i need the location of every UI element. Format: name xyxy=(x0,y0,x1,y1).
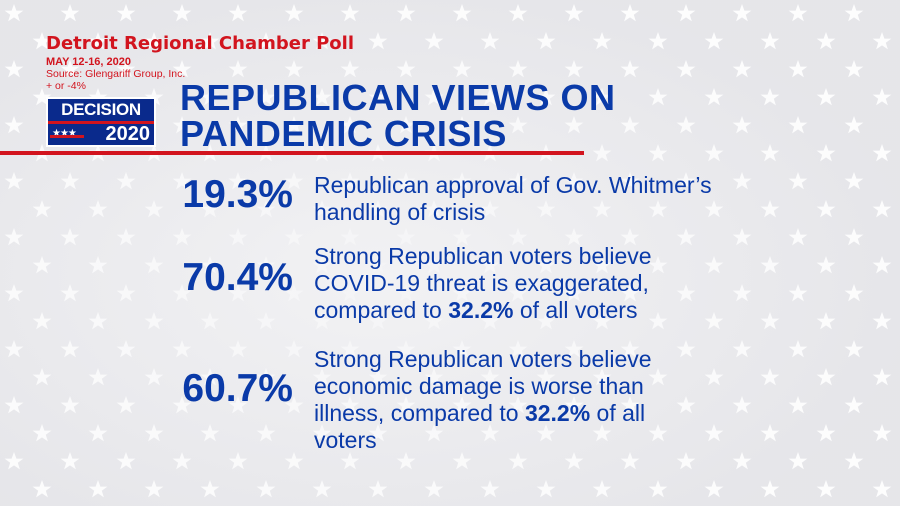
poll-source: Source: Glengariff Group, Inc. xyxy=(46,68,186,80)
stat-text-line: economic damage is worse than xyxy=(314,373,644,399)
stat-comparison-value: 32.2% xyxy=(524,400,591,426)
stat-description: Republican approval of Gov. Whitmer’s ha… xyxy=(314,172,814,226)
stat-text-segment: of all voters xyxy=(513,297,638,323)
stat-text-line: Strong Republican voters believe xyxy=(314,346,652,372)
logo-red-bar xyxy=(50,135,84,138)
stat-description: Strong Republican voters believe COVID-1… xyxy=(314,243,814,324)
logo-text-year: 2020 xyxy=(105,123,151,145)
stat-text-segment: compared to xyxy=(314,297,449,323)
stat-value: 70.4% xyxy=(182,256,293,299)
stat-value: 19.3% xyxy=(182,173,293,216)
logo-stars-icon: ★★★ xyxy=(52,128,77,139)
page-headline: REPUBLICAN VIEWS ON PANDEMIC CRISIS xyxy=(180,80,616,152)
stat-text-line: Strong Republican voters believe xyxy=(314,243,652,269)
stat-text-segment: illness, compared to xyxy=(314,400,525,426)
headline-line-2: PANDEMIC CRISIS xyxy=(180,113,507,154)
poll-metadata: MAY 12-16, 2020 Source: Glengariff Group… xyxy=(46,56,185,92)
stat-text-line: handling of crisis xyxy=(314,199,486,225)
stat-text-line: Republican approval of Gov. Whitmer’s xyxy=(314,172,712,198)
decision-2020-logo: DECISION ★★★ 2020 xyxy=(46,97,156,147)
headline-line-1: REPUBLICAN VIEWS ON xyxy=(180,77,616,118)
poll-title: Detroit Regional Chamber Poll xyxy=(46,33,354,54)
stat-text-line: illness, compared to 32.2% of all xyxy=(314,400,814,427)
stat-text-line: COVID-19 threat is exaggerated, xyxy=(314,270,649,296)
stat-text-line: voters xyxy=(314,427,377,453)
logo-text-decision: DECISION xyxy=(61,100,141,119)
headline-divider xyxy=(0,151,584,155)
logo-stripe xyxy=(48,121,154,124)
poll-margin: + or -4% xyxy=(46,80,86,92)
stat-comparison-value: 32.2% xyxy=(448,297,514,323)
poll-dates: MAY 12-16, 2020 xyxy=(46,56,132,68)
stat-description: Strong Republican voters believe economi… xyxy=(314,346,814,454)
stat-value: 60.7% xyxy=(182,367,293,410)
stat-text-segment: of all xyxy=(590,400,646,426)
stat-text-line: compared to 32.2% of all voters xyxy=(314,297,814,324)
